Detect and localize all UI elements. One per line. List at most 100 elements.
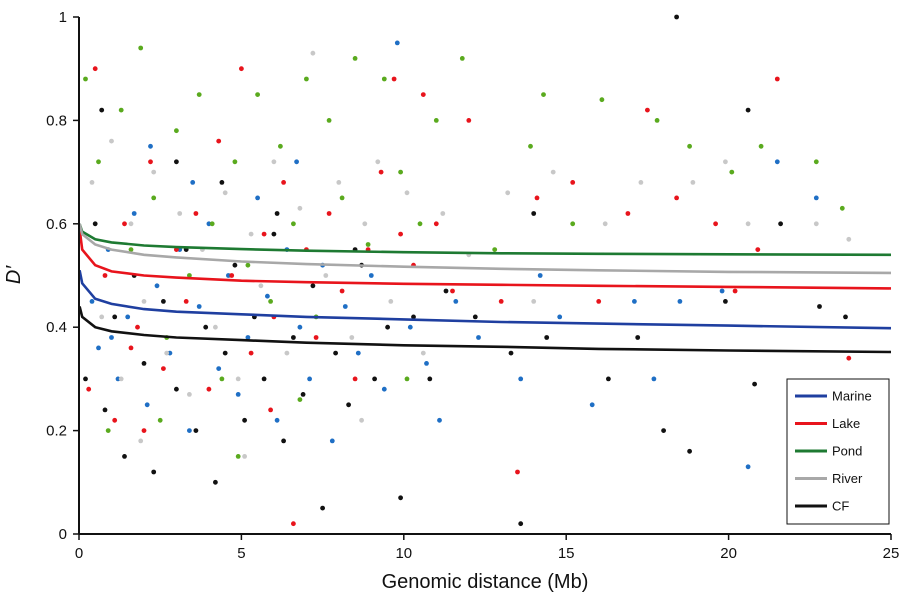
marine-point-40 [651, 376, 657, 382]
legend-label-river: River [832, 471, 863, 486]
pond-point-33 [570, 221, 576, 227]
marine-point-42 [719, 288, 725, 294]
river-point-40 [138, 438, 144, 444]
river-point-25 [388, 299, 394, 304]
pond-point-4 [128, 247, 134, 253]
cf-point-9 [174, 386, 179, 392]
y-axis-title: D′ [3, 265, 25, 284]
marine-point-46 [148, 143, 153, 149]
marine-point-33 [453, 299, 459, 304]
pond-point-18 [291, 221, 296, 227]
marine-point-43 [745, 464, 751, 470]
cf-point-42 [674, 14, 679, 20]
lake-point-29 [420, 92, 426, 97]
pond-point-12 [219, 376, 225, 382]
pond-point-5 [138, 45, 144, 51]
x-tick-label-0: 0 [75, 545, 83, 562]
marine-point-49 [109, 335, 114, 340]
cf-point-31 [411, 314, 416, 320]
lake-point-46 [141, 428, 147, 433]
cf-point-39 [606, 376, 611, 382]
cf-point-33 [443, 288, 449, 294]
lake-point-2 [102, 273, 108, 278]
x-tick-label-15: 15 [558, 545, 575, 562]
cf-point-48 [817, 304, 822, 309]
pond-point-8 [174, 128, 179, 134]
cf-point-0 [83, 376, 88, 382]
fit-curves [78, 223, 892, 354]
x-tick-label-25: 25 [883, 545, 900, 562]
marine-point-45 [813, 195, 819, 201]
river-point-16 [271, 159, 277, 165]
pond-point-39 [813, 159, 819, 165]
river-point-1 [99, 314, 105, 320]
y-tick-label-3: 0.6 [46, 216, 67, 233]
river-point-42 [359, 417, 364, 423]
lake-point-14 [239, 66, 244, 72]
pond-point-10 [196, 92, 202, 97]
pond-point-28 [433, 118, 439, 123]
cf-point-14 [222, 350, 228, 356]
y-tick-label-4: 0.8 [46, 112, 67, 129]
cf-point-4 [122, 454, 127, 459]
pond-point-19 [304, 76, 309, 82]
cf-point-49 [843, 314, 848, 320]
river-point-26 [404, 190, 410, 196]
lake-point-19 [291, 521, 296, 527]
y-axis-ticks: 0 0.2 0.4 0.6 0.8 1 [46, 9, 79, 543]
x-tick-label-20: 20 [720, 545, 737, 562]
legend-label-lake: Lake [832, 416, 860, 431]
lake-point-49 [128, 345, 134, 351]
pond-point-3 [118, 107, 124, 113]
marine-point-10 [187, 428, 192, 433]
pond-point-44 [404, 376, 410, 382]
marine-point-32 [437, 417, 442, 423]
lake-point-10 [193, 211, 199, 216]
marine-point-35 [518, 376, 524, 382]
cf-point-41 [661, 428, 666, 433]
cf-point-6 [141, 361, 147, 366]
marine-point-1 [96, 345, 101, 351]
pond-point-14 [245, 262, 251, 268]
legend-items: Marine Lake Pond River CF [795, 389, 872, 514]
lake-point-22 [326, 211, 332, 216]
y-tick-label-5: 1 [59, 9, 67, 26]
river-point-41 [242, 454, 248, 459]
pond-point-38 [758, 143, 764, 149]
marine-point-12 [206, 221, 212, 227]
cf-point-22 [300, 392, 306, 397]
lake-point-23 [339, 288, 345, 294]
lake-point-7 [161, 366, 166, 371]
lake-point-21 [313, 335, 319, 340]
lake-point-11 [206, 386, 212, 392]
cf-point-11 [193, 428, 199, 433]
cf-point-12 [203, 324, 209, 330]
lake-point-30 [433, 221, 439, 227]
cf-point-34 [472, 314, 478, 320]
marine-point-37 [557, 314, 563, 320]
pond-point-17 [278, 143, 283, 149]
pond-point-40 [839, 205, 845, 211]
river-point-11 [213, 324, 218, 330]
river-point-37 [745, 221, 751, 227]
cf-point-36 [518, 521, 524, 527]
marine-point-38 [589, 402, 595, 408]
cf-point-38 [544, 335, 550, 340]
river-point-31 [531, 299, 537, 304]
cf-point-53 [274, 211, 280, 216]
river-point-3 [118, 376, 124, 382]
lake-point-5 [135, 324, 140, 330]
marine-fit-curve [78, 270, 892, 330]
river-point-19 [310, 50, 316, 56]
pond-point-42 [235, 454, 241, 459]
marine-point-18 [265, 293, 270, 299]
lake-point-24 [352, 376, 358, 382]
pond-point-1 [96, 159, 101, 165]
cf-point-46 [752, 381, 757, 387]
lake-point-3 [112, 417, 118, 423]
river-point-27 [420, 350, 426, 356]
lake-point-0 [86, 386, 92, 392]
pond-point-22 [339, 195, 345, 201]
lake-point-32 [466, 118, 472, 123]
plot-area [78, 14, 892, 527]
